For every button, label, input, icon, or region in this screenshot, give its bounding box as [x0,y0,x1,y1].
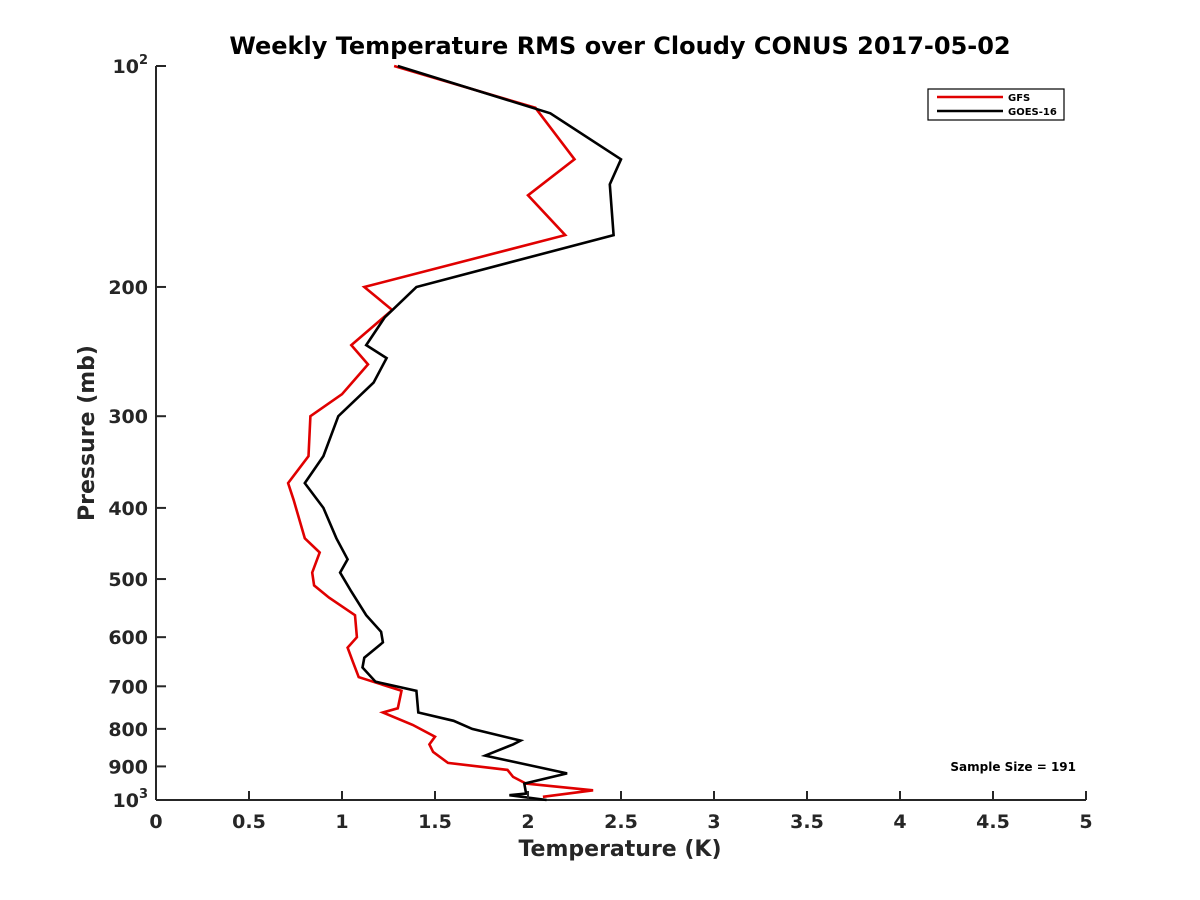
y-tick-label: 400 [108,498,148,520]
x-tick-label: 2 [521,811,534,833]
y-tick-label: 800 [108,719,148,741]
legend-box [927,88,1065,121]
axes [155,66,1086,801]
chart-title: Weekly Temperature RMS over Cloudy CONUS… [229,32,1010,60]
x-tick-label: 2.5 [604,811,638,833]
legend-label-gfs: GFS [1008,93,1030,104]
y-axis-label: Pressure (mb) [75,345,100,521]
sample-size-annotation: Sample Size = 191 [950,760,1076,774]
x-tick-label: 1.5 [418,811,452,833]
y-tick-label: 900 [108,756,148,778]
x-axis-label: Temperature (K) [518,837,721,862]
axis-ticks: 0 0.5 1 1.5 2 2.5 3 3.5 4 4.5 5 102 200 300 400 500 600 7… [108,53,1092,833]
legend-label-goes16: GOES-16 [1008,107,1057,118]
x-tick-label: 5 [1079,811,1092,833]
x-tick-label: 3 [707,811,720,833]
y-tick-label: 200 [108,277,148,299]
x-tick-label: 1 [335,811,348,833]
x-tick-label: 4.5 [976,811,1010,833]
y-tick-label: 103 [113,787,149,812]
y-tick-label: 102 [113,53,149,78]
y-tick-label: 600 [108,627,148,649]
y-tick-label: 300 [108,406,148,428]
series-line-goes16 [303,64,623,802]
x-tick-label: 0 [149,811,162,833]
x-tick-label: 0.5 [232,811,266,833]
legend: GFS GOES-16 [927,88,1065,121]
x-tick-label: 3.5 [790,811,824,833]
y-tick-label: 500 [108,569,148,591]
y-tick-label: 700 [108,676,148,698]
plot-series [286,64,623,802]
x-tick-label: 4 [893,811,906,833]
